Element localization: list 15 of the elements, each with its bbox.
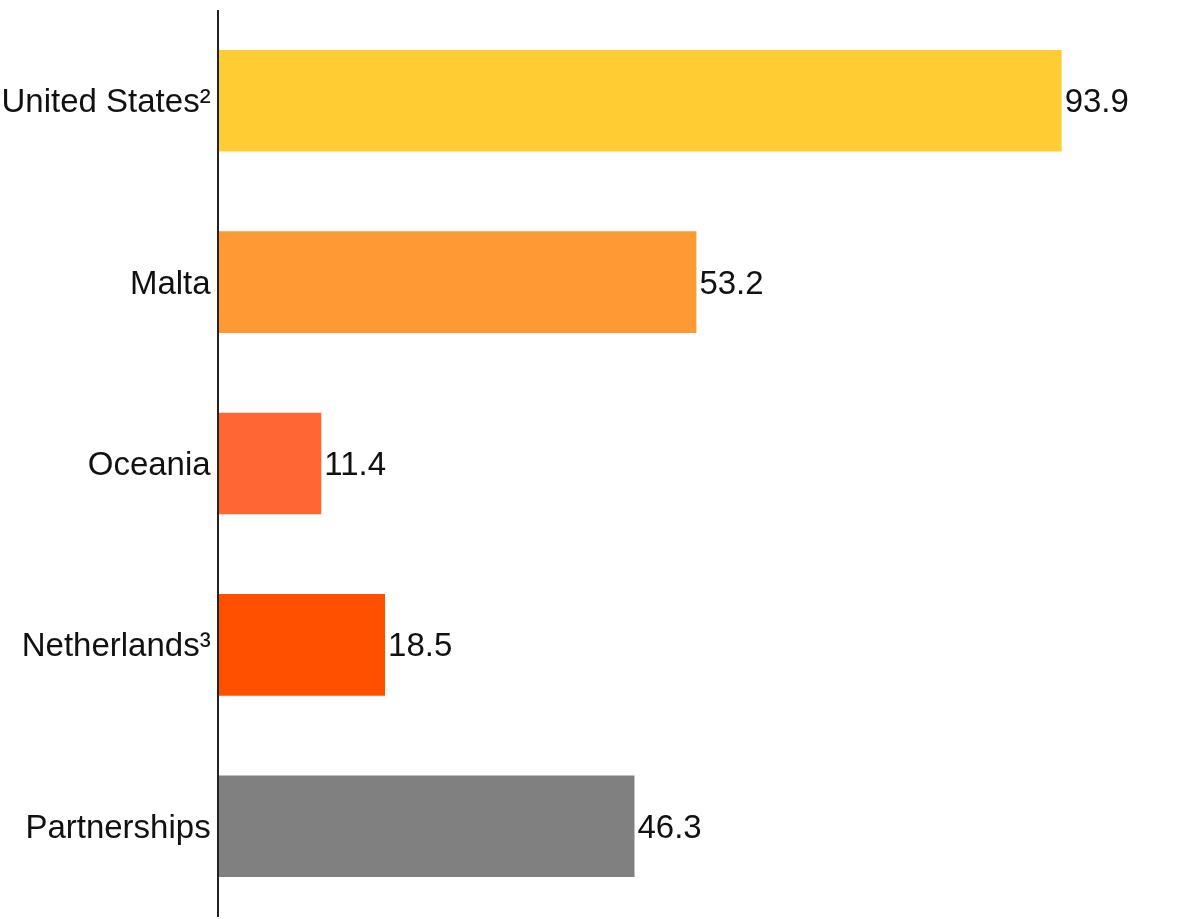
y-tick-label: Malta xyxy=(129,263,212,301)
bar xyxy=(219,775,635,878)
data-label: 93.9 xyxy=(1064,82,1129,120)
bar xyxy=(219,412,322,515)
y-tick-label: Netherlands³ xyxy=(21,626,211,664)
bar xyxy=(219,594,386,696)
bar xyxy=(219,49,1062,152)
y-tick-label: Oceania xyxy=(87,445,212,483)
y-tick-label: United States² xyxy=(1,82,211,120)
data-label: 18.5 xyxy=(388,626,453,664)
y-tick-label: Partnerships xyxy=(25,807,211,845)
bar xyxy=(219,231,697,333)
data-label: 11.4 xyxy=(324,445,387,482)
data-label: 53.2 xyxy=(699,263,764,301)
data-label: 46.3 xyxy=(637,807,702,845)
